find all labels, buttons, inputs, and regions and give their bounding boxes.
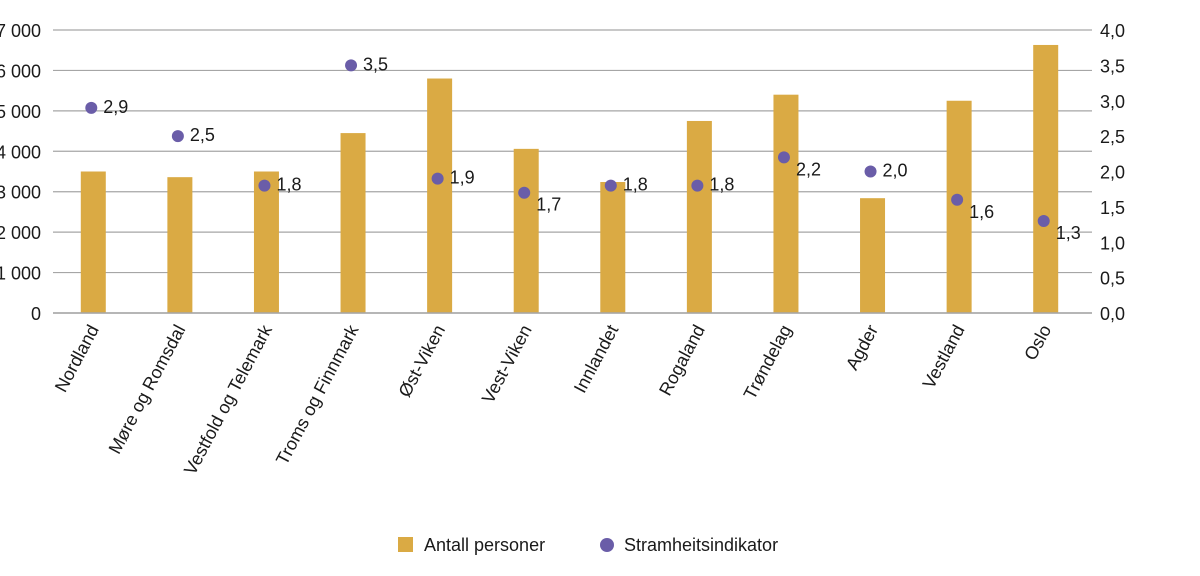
left-tick-label: 6 000	[0, 61, 41, 81]
indicator-label: 2,2	[796, 159, 821, 179]
indicator-label: 1,8	[623, 175, 648, 195]
category-label: Øst-Viken	[395, 321, 450, 400]
indicator-point	[604, 179, 617, 192]
bar	[946, 100, 972, 313]
indicator-label: 1,8	[276, 175, 301, 195]
bar	[686, 120, 712, 313]
right-tick-label: 3,0	[1100, 92, 1125, 112]
left-tick-label: 7 000	[0, 21, 41, 41]
category-label: Rogaland	[655, 321, 709, 398]
bar	[600, 182, 626, 313]
indicator-label: 1,8	[709, 175, 734, 195]
left-tick-label: 5 000	[0, 102, 41, 122]
bar	[860, 198, 886, 313]
right-tick-label: 2,5	[1100, 127, 1125, 147]
right-tick-label: 1,0	[1100, 233, 1125, 253]
indicator-point	[85, 101, 98, 114]
indicator-point	[518, 186, 531, 199]
bar	[513, 148, 539, 313]
category-label: Trøndelag	[740, 321, 796, 402]
bar	[253, 171, 279, 313]
right-tick-label: 4,0	[1100, 21, 1125, 41]
legend-point-swatch	[600, 538, 614, 552]
category-label: Møre og Romsdal	[105, 321, 190, 457]
right-tick-label: 1,5	[1100, 198, 1125, 218]
indicator-point	[431, 172, 444, 185]
indicator-point	[1037, 215, 1050, 228]
category-label: Oslo	[1020, 321, 1055, 363]
indicator-label: 1,7	[536, 195, 561, 215]
indicator-label: 3,5	[363, 54, 388, 74]
right-tick-label: 0,5	[1100, 269, 1125, 289]
indicator-point	[691, 179, 704, 192]
legend-label-bars: Antall personer	[424, 535, 545, 555]
category-label: Vest-Viken	[478, 321, 536, 406]
left-tick-label: 4 000	[0, 142, 41, 162]
indicator-point	[864, 165, 877, 178]
indicator-label: 2,9	[103, 97, 128, 117]
right-tick-label: 3,5	[1100, 56, 1125, 76]
indicator-label: 2,0	[883, 161, 908, 181]
category-label: Vestland	[919, 321, 969, 391]
indicator-point	[171, 130, 184, 143]
indicator-point	[258, 179, 271, 192]
bar	[340, 133, 366, 313]
category-label: Agder	[842, 321, 882, 373]
right-tick-label: 0,0	[1100, 304, 1125, 324]
category-label: Vestfold og Telemark	[180, 321, 276, 479]
legend-bar-swatch	[398, 537, 413, 552]
bar	[80, 171, 106, 313]
indicator-point	[777, 151, 790, 164]
category-label: Troms og Finnmark	[272, 321, 363, 468]
bar	[1033, 44, 1059, 314]
legend-label-points: Stramheitsindikator	[624, 535, 778, 555]
left-tick-label: 2 000	[0, 223, 41, 243]
left-tick-label: 3 000	[0, 183, 41, 203]
indicator-label: 1,3	[1056, 223, 1081, 243]
bar	[773, 94, 799, 313]
indicator-label: 1,6	[969, 202, 994, 222]
category-label: Nordland	[51, 321, 103, 395]
category-label: Innlandet	[570, 321, 622, 396]
indicator-label: 2,5	[190, 125, 215, 145]
left-tick-label: 0	[31, 304, 41, 324]
bar	[427, 78, 453, 313]
indicator-point	[345, 59, 358, 72]
right-tick-label: 2,0	[1100, 163, 1125, 183]
bar	[167, 177, 193, 313]
indicator-label: 1,9	[450, 168, 475, 188]
indicator-point	[951, 193, 964, 206]
left-tick-label: 1 000	[0, 264, 41, 284]
